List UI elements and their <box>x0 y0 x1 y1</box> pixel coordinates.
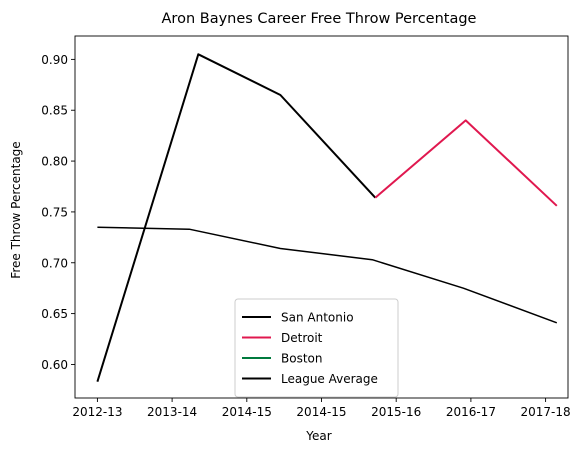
chart-title: Aron Baynes Career Free Throw Percentage <box>162 11 477 27</box>
x-axis-ticks: 2012-13 2013-14 2014-15 2014-15 2015-16 2016-… <box>72 398 571 419</box>
legend-label: League Average <box>281 372 378 386</box>
legend: San Antonio Detroit Boston League Average <box>234 298 399 398</box>
x-tick-label: 2015-16 <box>371 405 421 419</box>
y-axis-label: Free Throw Percentage <box>9 141 23 278</box>
y-tick-label: 0.65 <box>41 307 68 321</box>
x-tick-label: 2013-14 <box>147 405 197 419</box>
y-tick-label: 0.90 <box>41 53 68 67</box>
x-tick-label: 2012-13 <box>72 405 122 419</box>
y-tick-label: 0.70 <box>41 256 68 270</box>
x-tick-label: 2016-17 <box>446 405 496 419</box>
y-tick-label: 0.85 <box>41 104 68 118</box>
x-tick-label: 2014-15 <box>296 405 346 419</box>
plot-area-frame <box>74 35 569 399</box>
y-tick-label: 0.80 <box>41 155 68 169</box>
y-tick-label: 0.60 <box>41 358 68 372</box>
legend-label: Detroit <box>281 331 323 345</box>
series-line-san-antonio <box>96 53 377 382</box>
series-line-detroit <box>374 119 558 207</box>
legend-box <box>234 298 399 398</box>
legend-label: Boston <box>281 351 322 365</box>
series-line-league-average <box>97 226 558 324</box>
y-axis-ticks: 0.60 0.65 0.70 0.75 0.80 0.85 0.90 <box>41 53 75 372</box>
plot-lines <box>96 53 558 382</box>
x-tick-label: 2017-18 <box>521 405 571 419</box>
x-axis-label: Year <box>305 429 331 443</box>
y-tick-label: 0.75 <box>41 205 68 219</box>
legend-label: San Antonio <box>281 310 354 324</box>
x-tick-label: 2014-15 <box>222 405 272 419</box>
